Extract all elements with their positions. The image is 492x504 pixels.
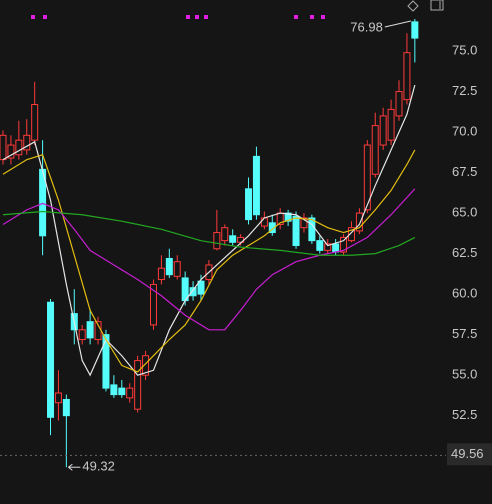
candle-body — [300, 217, 308, 229]
indicator-markers — [31, 15, 325, 19]
y-tick-label: 57.5 — [452, 326, 477, 341]
last-price-label: 49.56 — [451, 446, 484, 461]
candle-body — [102, 334, 110, 389]
candle-body — [213, 232, 221, 250]
candle-body — [134, 360, 142, 410]
annotation: 76.98 — [350, 19, 383, 34]
candle-body — [245, 188, 253, 221]
candle-body — [142, 355, 150, 376]
panel-icon[interactable] — [430, 0, 444, 11]
candle-body — [260, 217, 268, 227]
y-tick-label: 72.5 — [452, 83, 477, 98]
y-tick-label: 55.0 — [452, 367, 477, 382]
candle-body — [7, 144, 15, 159]
candle-body — [149, 283, 157, 326]
candle-body — [0, 134, 7, 161]
candle-body — [324, 243, 332, 251]
candle-body — [292, 215, 300, 247]
marker — [294, 15, 298, 19]
candle-body — [371, 125, 379, 175]
candle-body — [23, 134, 31, 151]
candle-body — [268, 222, 276, 234]
candle-body — [173, 261, 181, 277]
marker — [195, 15, 199, 19]
candle-body — [363, 144, 371, 211]
candle-body — [165, 257, 173, 276]
moving-average-line — [2, 188, 416, 331]
candle-body — [308, 217, 316, 242]
candle-body — [189, 287, 197, 297]
candle-body — [411, 21, 419, 39]
candle-body — [78, 329, 86, 341]
candle-body — [221, 227, 229, 242]
annotation-arrow — [384, 20, 411, 28]
candle-body — [86, 321, 94, 339]
candle-body — [229, 235, 237, 243]
candle-body — [197, 280, 205, 295]
y-tick-label: 60.0 — [452, 286, 477, 301]
marker — [204, 15, 208, 19]
candle-body — [347, 227, 355, 242]
last-price-box — [447, 443, 492, 466]
marker — [31, 15, 35, 19]
candle-body — [340, 236, 348, 253]
candle-body — [379, 115, 387, 146]
plot: 75.0 72.5 70.0 67.5 65.0 62.5 60.0 57.5 55.0 52.5… — [0, 18, 492, 474]
candle-body — [47, 301, 55, 418]
annotation-arrowhead — [68, 463, 73, 471]
y-tick-label: 67.5 — [452, 164, 477, 179]
marker — [310, 15, 314, 19]
annotation: 49.32 — [82, 459, 115, 474]
candle-body — [110, 384, 118, 396]
y-tick-label: 65.0 — [452, 205, 477, 220]
candle-body — [118, 387, 126, 396]
candle-body — [15, 139, 23, 156]
y-tick-label: 75.0 — [452, 42, 477, 57]
candle-body — [332, 243, 340, 253]
candle-body — [387, 108, 395, 141]
moving-average-line — [2, 149, 416, 373]
candle-body — [316, 240, 324, 251]
y-tick-label: 70.0 — [452, 124, 477, 139]
diamond-icon[interactable] — [407, 0, 419, 12]
candle-body — [284, 212, 292, 222]
candle-body — [252, 155, 260, 216]
marker — [321, 15, 325, 19]
moving-average-line — [2, 210, 416, 256]
candle-body — [126, 387, 134, 399]
candle-body — [54, 392, 62, 404]
candle-body — [395, 91, 403, 117]
marker — [43, 15, 47, 19]
candle-body — [62, 398, 70, 417]
marker — [186, 15, 190, 19]
candle-body — [355, 212, 363, 232]
y-tick-label: 52.5 — [452, 407, 477, 422]
candle-body — [157, 267, 165, 281]
candle-body — [31, 104, 39, 141]
y-tick-label: 62.5 — [452, 245, 477, 260]
candle-body — [403, 52, 411, 101]
